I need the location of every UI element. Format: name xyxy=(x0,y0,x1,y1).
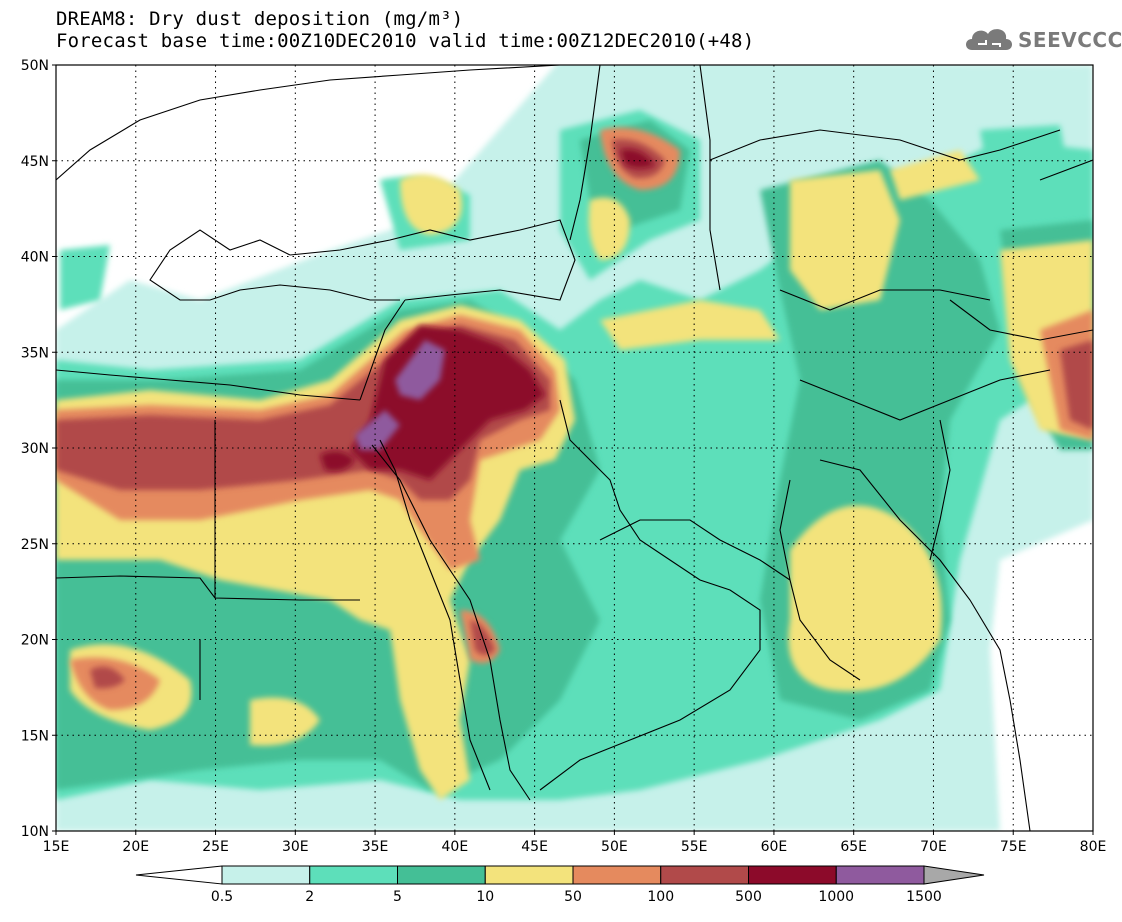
colorbar-label: 50 xyxy=(564,889,582,905)
lon-tick-label: 80E xyxy=(1080,839,1107,855)
colorbar-segment xyxy=(484,865,574,885)
colorbar-segment xyxy=(835,865,925,885)
graticule xyxy=(56,65,1093,831)
colorbar-label: 2 xyxy=(305,889,314,905)
lon-tick-label: 55E xyxy=(681,839,708,855)
colorbar-segment xyxy=(309,865,398,885)
coastlines-and-borders xyxy=(56,65,1093,831)
colorbar-label: 1000 xyxy=(818,889,854,905)
lon-tick-label: 35E xyxy=(362,839,389,855)
forecast-time-subtitle: Forecast base time:00Z10DEC2010 valid ti… xyxy=(56,30,755,52)
latitude-tick-labels: 50N 45N 40N 35N 30N 25N 20N 15N 10N xyxy=(21,58,56,840)
lat-tick-label: 30N xyxy=(21,441,49,457)
lat-tick-label: 25N xyxy=(21,537,49,553)
colorbar-label: 500 xyxy=(735,889,762,905)
colorbar-segment xyxy=(221,865,311,885)
lon-tick-label: 15E xyxy=(43,839,70,855)
lat-tick-label: 15N xyxy=(21,728,49,744)
colorbar-segment xyxy=(572,865,662,885)
colorbar-segment xyxy=(660,865,749,885)
lon-tick-label: 30E xyxy=(282,839,309,855)
colorbar-segment xyxy=(748,865,837,885)
lon-tick-label: 20E xyxy=(122,839,149,855)
lat-tick-label: 45N xyxy=(21,154,49,170)
colorbar-over-arrow xyxy=(923,865,985,885)
lon-tick-label: 70E xyxy=(920,839,947,855)
lon-tick-label: 45E xyxy=(521,839,548,855)
lat-tick-label: 35N xyxy=(21,345,49,361)
colorbar-label: 5 xyxy=(393,889,402,905)
map-title: DREAM8: Dry dust deposition (mg/m³) xyxy=(56,8,464,30)
colorbar: 0.5 2 5 10 50 100 500 1000 1500 xyxy=(135,865,985,905)
lon-tick-label: 40E xyxy=(442,839,469,855)
cloud-icon xyxy=(966,29,1012,50)
colorbar-label: 100 xyxy=(647,889,674,905)
colorbar-label: 10 xyxy=(476,889,494,905)
colorbar-under-arrow xyxy=(135,865,223,885)
lat-tick-label: 50N xyxy=(21,58,49,74)
lat-tick-label: 40N xyxy=(21,250,49,266)
lon-tick-label: 50E xyxy=(601,839,628,855)
lon-tick-label: 25E xyxy=(202,839,229,855)
seevccc-logo: SEEVCCC xyxy=(962,22,1122,62)
lat-tick-label: 20N xyxy=(21,633,49,649)
map-area xyxy=(56,65,1093,831)
lon-tick-label: 60E xyxy=(761,839,788,855)
colorbar-label: 0.5 xyxy=(211,889,233,905)
lon-tick-label: 65E xyxy=(840,839,867,855)
longitude-tick-labels: 15E 20E 25E 30E 35E 40E 45E 50E 55E 60E 65E 70E 75E 8… xyxy=(43,831,1107,855)
lat-tick-label: 10N xyxy=(21,824,49,840)
colorbar-label: 1500 xyxy=(906,889,942,905)
contour-level-500-1000 xyxy=(320,149,655,480)
logo-text: SEEVCCC xyxy=(1018,28,1122,52)
lon-tick-label: 75E xyxy=(1000,839,1027,855)
contour-level-1000-1500 xyxy=(355,340,445,450)
colorbar-segment xyxy=(397,865,486,885)
